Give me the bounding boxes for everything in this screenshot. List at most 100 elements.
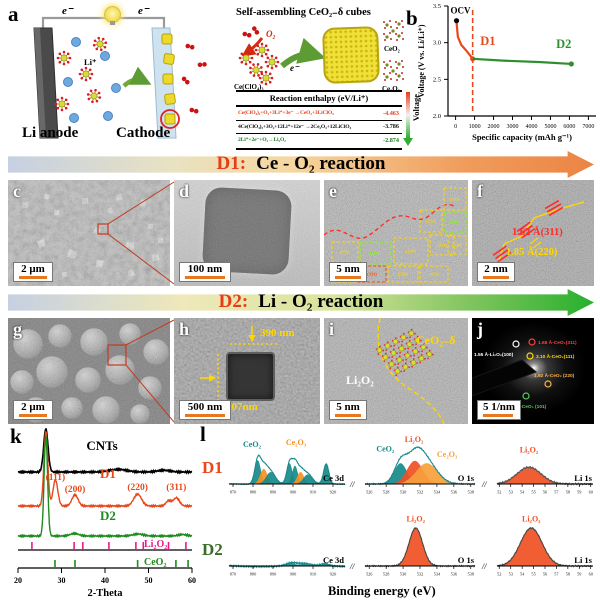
svg-text:CeO₂: CeO₂ <box>243 440 262 449</box>
svg-text:880: 880 <box>250 490 256 495</box>
axis-break-1: // <box>350 480 355 489</box>
svg-text:D1: D1 <box>480 34 495 48</box>
xps-row-label-d2: D2 <box>202 540 223 559</box>
svg-text:(311): (311) <box>450 197 460 202</box>
panel-letter-g: g <box>13 319 22 339</box>
svg-text:(111): (111) <box>340 250 350 255</box>
svg-text:2-Theta: 2-Theta <box>88 588 124 599</box>
svg-text:D1: D1 <box>100 466 116 481</box>
svg-text:3.5: 3.5 <box>433 3 441 10</box>
scalebar-e: 5 nm <box>329 262 367 282</box>
xps-row-label-d1: D1 <box>202 458 223 477</box>
reaction-row: Ce(ClO₄)₃+O₂+3Li⁺+3e⁻ →CeO₂+3LiClO₄ -4.46… <box>236 107 402 121</box>
reaction-equation: 2Li⁺+2e⁻+O₂→Li₂O₂ <box>238 137 286 144</box>
svg-text:2.5: 2.5 <box>433 76 441 83</box>
svg-text:(220): (220) <box>398 272 408 277</box>
svg-text:890: 890 <box>270 490 276 495</box>
svg-text:(311): (311) <box>437 243 447 248</box>
svg-text:30: 30 <box>58 576 66 585</box>
banner-d2-title: Li - O₂ reaction <box>258 291 384 312</box>
svg-text:57: 57 <box>554 490 559 495</box>
banner-d1-prefix: D1: <box>216 153 247 174</box>
electron-label-left: e⁻ <box>62 5 73 17</box>
banner-d2-prefix: D2: <box>218 291 249 312</box>
panel-i-hrtem: i Li₂O₂ CeO₂₋δ 5 nm <box>324 318 468 424</box>
reaction-row: 4Ce(ClO₄)₃+3O₂+12Li⁺+12e⁻ →2Ce₂O₃+12LiCl… <box>236 121 402 134</box>
banner-d1: D1: Ce - O₂ reaction <box>8 151 594 178</box>
svg-text:54: 54 <box>520 572 525 577</box>
axis-break-4: // <box>482 562 487 571</box>
panel-h-dimension-lines <box>200 326 278 406</box>
scheme-title: Self-assembling CeO₂₋δ cubes <box>236 7 371 18</box>
svg-text:534: 534 <box>434 572 441 577</box>
svg-text:1000: 1000 <box>469 124 481 130</box>
svg-text:528: 528 <box>383 490 389 495</box>
svg-text:532: 532 <box>417 572 423 577</box>
scalebar-d: 100 nm <box>179 262 231 282</box>
svg-text:59: 59 <box>577 572 581 577</box>
axis-break-2: // <box>482 480 487 489</box>
li-ion-dots <box>63 37 121 123</box>
svg-text:55: 55 <box>531 490 535 495</box>
svg-text:3.10 Å-CeO₂(111): 3.10 Å-CeO₂(111) <box>536 353 575 360</box>
scalebar-j: 5 1/nm <box>477 400 522 420</box>
svg-text:57: 57 <box>554 572 559 577</box>
voltage-gradient-arrow <box>402 92 413 146</box>
scalebar-f: 2 nm <box>477 262 515 282</box>
table-header: Reaction enthalpy (eV/Li⁺) <box>236 92 402 107</box>
svg-text:538: 538 <box>468 572 474 577</box>
panel-c-sem: c 2 μm <box>8 180 170 286</box>
panel-b-discharge-plot: b 2.0 2.5 3.0 3.5 0 1000 2000 3000 4000 5000 6000 7… <box>406 0 600 150</box>
svg-text:526: 526 <box>366 490 373 495</box>
panel-letter-i: i <box>329 319 335 339</box>
anode-label: Li anode <box>22 125 79 141</box>
svg-text:2000: 2000 <box>488 124 500 130</box>
xps-d2-li1s: 52 53 54 55 56 57 58 59 60 Li 1s Li₂O₂ <box>496 514 593 577</box>
xps-d2-ce3d: 870 880 890 900 910 920 Ce 3d <box>228 555 346 577</box>
svg-text:(311): (311) <box>367 272 377 277</box>
o2-label: O₂ <box>266 29 276 39</box>
svg-text:534: 534 <box>434 490 441 495</box>
svg-text:2.98Å -CeO₂ (101): 2.98Å -CeO₂ (101) <box>506 403 547 410</box>
d-spacing-311: 1.62 Å(311) <box>512 227 563 238</box>
svg-text:5000: 5000 <box>544 124 556 130</box>
panel-j-saed: 1.55 Å-Li₂O₂(100) 1.68 Å-CeO₂(311) 3.10 Å-… <box>472 318 594 424</box>
svg-text:Ce₂O₃: Ce₂O₃ <box>437 450 458 459</box>
svg-text:0: 0 <box>454 124 457 130</box>
cathode-label: Cathode <box>116 125 171 141</box>
panel-f-hrtem: f 1.62 Å(311) 1.85 Å(220) 2 nm <box>472 180 594 286</box>
axis-break-3: // <box>350 562 355 571</box>
svg-text:530: 530 <box>400 572 406 577</box>
svg-text:60: 60 <box>589 572 593 577</box>
li2o2-phase-label: Li₂O₂ <box>346 373 374 387</box>
svg-text:CeO₂: CeO₂ <box>376 445 395 454</box>
svg-text:Ce₂O₃: Ce₂O₃ <box>286 438 307 447</box>
ce2o3-label: Ce₂O₃ <box>382 85 400 93</box>
panel-k-xrd: k CNTs D1 D2 (111) (200) (220) (311) Li₂O₂ CeO₂ 2… <box>0 424 198 600</box>
li-ion-label: Li⁺ <box>84 57 97 67</box>
svg-text:910: 910 <box>310 490 316 495</box>
scalebar-h: 500 nm <box>179 400 231 420</box>
svg-text:54: 54 <box>520 490 525 495</box>
svg-text:Ce 3d: Ce 3d <box>323 555 344 565</box>
panel-g-sem: g 2 μm <box>8 318 170 424</box>
svg-text:50: 50 <box>145 576 153 585</box>
cube-cavity <box>226 352 275 401</box>
svg-text:D2: D2 <box>100 508 116 523</box>
svg-text:3000: 3000 <box>507 124 519 130</box>
ceo2-cube <box>322 26 380 84</box>
svg-text:3.0: 3.0 <box>433 40 441 47</box>
svg-text:52: 52 <box>497 572 501 577</box>
svg-text:(200): (200) <box>450 220 460 225</box>
svg-text:Ce 3d: Ce 3d <box>323 473 344 483</box>
svg-text:1.92 Å-CeO₂ (220): 1.92 Å-CeO₂ (220) <box>534 372 575 379</box>
bulb-icon <box>104 6 121 25</box>
svg-text:Li 1s: Li 1s <box>574 473 592 483</box>
panel-letter-k: k <box>10 424 22 448</box>
svg-text:(200): (200) <box>370 251 380 256</box>
svg-text:1.68 Å-CeO₂(311): 1.68 Å-CeO₂(311) <box>538 339 577 346</box>
svg-text:D2: D2 <box>556 37 571 51</box>
svg-text:(111): (111) <box>46 472 66 483</box>
cavity-height-label: 390 nm <box>260 327 295 339</box>
